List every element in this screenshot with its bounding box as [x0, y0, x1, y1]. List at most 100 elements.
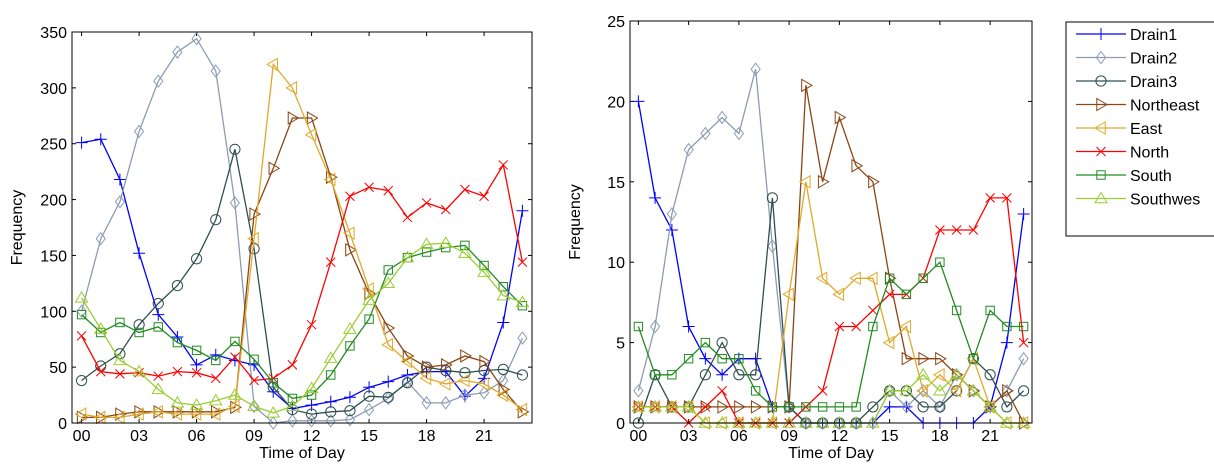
- data-point: [717, 400, 730, 414]
- data-point: [985, 400, 998, 414]
- data-point: [172, 404, 185, 419]
- data-point: [400, 354, 413, 369]
- data-point: [268, 378, 278, 388]
- data-point: [732, 416, 746, 428]
- data-point: [134, 327, 144, 338]
- data-point: [382, 375, 395, 388]
- data-point: [834, 110, 847, 125]
- chart-panel-2: 0 5 10 15 20 25 00 03 06 09 12 15 18 21 Time of Day Fre…: [567, 14, 1033, 462]
- data-point: [401, 377, 414, 389]
- data-point: [884, 384, 895, 398]
- data-point: [817, 416, 828, 430]
- x-tick-label: 03: [680, 428, 698, 445]
- data-point: [650, 319, 661, 334]
- x-tick-label: 18: [418, 428, 436, 445]
- data-point: [750, 400, 763, 414]
- data-point: [479, 191, 489, 202]
- data-point: [966, 383, 981, 396]
- data-point: [438, 377, 451, 391]
- data-point: [868, 174, 880, 189]
- data-point: [1002, 321, 1012, 332]
- data-point: [287, 393, 298, 404]
- data-point: [460, 349, 472, 363]
- data-point: [323, 351, 338, 363]
- data-point: [767, 239, 778, 253]
- data-point: [633, 384, 644, 398]
- data-point: [983, 399, 997, 412]
- data-point: [249, 354, 259, 365]
- series-east: [74, 57, 528, 425]
- x-axis-label: Time of Day: [788, 445, 874, 462]
- data-point: [767, 402, 778, 412]
- data-point: [459, 367, 471, 379]
- data-point: [153, 371, 164, 381]
- data-point: [189, 398, 204, 410]
- data-point: [834, 416, 845, 430]
- data-point: [440, 204, 451, 215]
- data-point: [749, 352, 762, 365]
- series-line: [81, 242, 523, 414]
- legend-marker: [1094, 121, 1106, 135]
- y-tick-label: 250: [40, 137, 67, 154]
- data-point: [151, 382, 166, 395]
- data-point: [868, 321, 878, 332]
- data-point: [750, 62, 761, 77]
- data-point: [268, 416, 279, 430]
- data-point: [458, 246, 472, 258]
- data-point: [851, 158, 864, 173]
- data-point: [867, 416, 878, 430]
- legend-entry-southwes: Southwes: [1076, 192, 1200, 209]
- legend-label: Drain2: [1130, 51, 1177, 68]
- data-point: [515, 295, 530, 308]
- series-drain2: [633, 62, 1029, 430]
- data-point: [460, 240, 470, 251]
- data-point: [76, 309, 87, 320]
- data-point: [112, 410, 125, 425]
- data-point: [716, 368, 729, 381]
- data-point: [666, 207, 677, 221]
- series-drain1: [632, 95, 1030, 429]
- data-point: [681, 399, 696, 412]
- data-point: [983, 400, 995, 414]
- x-tick-label: 06: [730, 428, 748, 445]
- data-point: [899, 319, 912, 334]
- data-point: [733, 126, 744, 141]
- data-point: [851, 402, 861, 412]
- data-point: [918, 273, 928, 283]
- series-line: [638, 197, 1025, 424]
- data-point: [916, 367, 930, 380]
- data-point: [631, 399, 646, 412]
- data-point: [76, 331, 87, 341]
- data-point: [734, 353, 744, 364]
- legend-box: [1065, 21, 1214, 237]
- data-point: [700, 402, 711, 412]
- data-point: [171, 330, 184, 343]
- data-point: [633, 402, 644, 412]
- series-southwes: [74, 236, 530, 418]
- data-point: [153, 74, 164, 88]
- data-point: [479, 354, 492, 369]
- data-point: [699, 352, 712, 365]
- data-point: [882, 383, 897, 396]
- data-point: [75, 136, 88, 149]
- data-point: [211, 355, 221, 366]
- data-point: [497, 316, 510, 329]
- data-point: [382, 391, 394, 403]
- data-point: [632, 95, 645, 108]
- data-point: [325, 413, 336, 428]
- data-point: [363, 390, 375, 402]
- data-point: [114, 194, 126, 209]
- data-point: [152, 297, 164, 310]
- y-tick-label: 150: [40, 248, 67, 265]
- legend-marker: [1096, 146, 1106, 157]
- data-point: [440, 396, 451, 410]
- data-point: [419, 237, 434, 249]
- legend-entry-northeast: Northeast: [1076, 98, 1200, 115]
- data-point: [247, 231, 259, 246]
- data-point: [498, 282, 508, 292]
- data-point: [325, 406, 337, 418]
- data-point: [868, 305, 878, 316]
- series-line: [637, 197, 1025, 424]
- legend-entry-drain1: Drain1: [1076, 27, 1177, 44]
